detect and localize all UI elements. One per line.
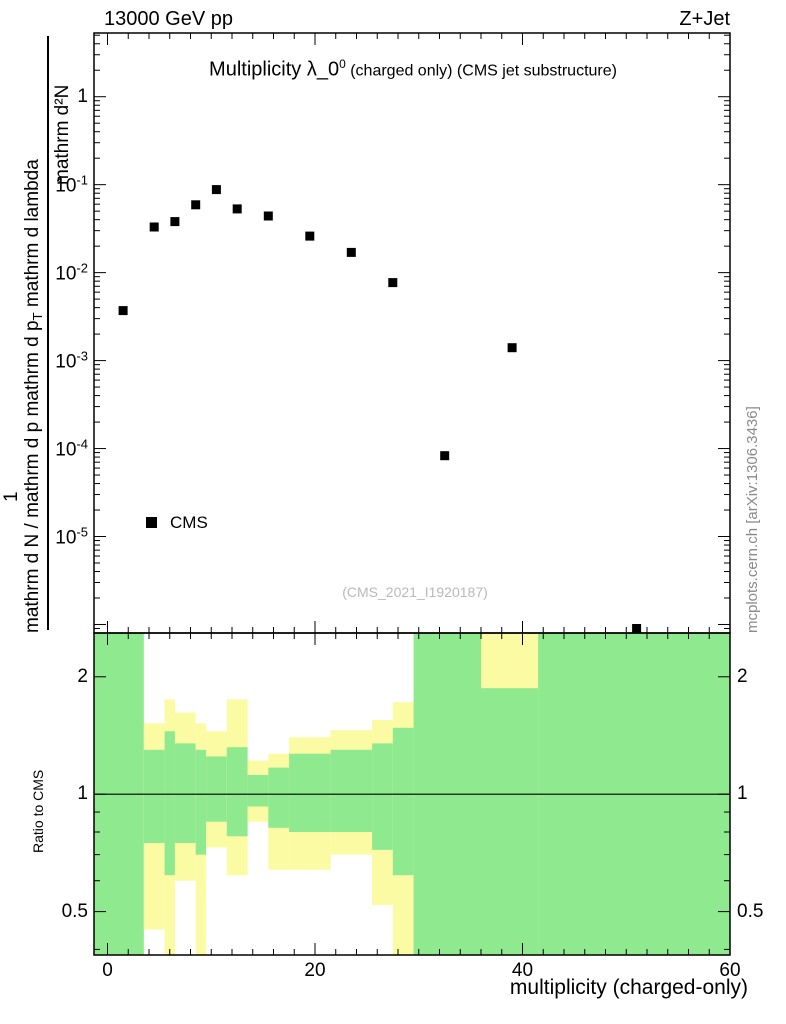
- data-point: [232, 204, 242, 214]
- analysis-id-watermark: (CMS_2021_I1920187): [342, 584, 488, 600]
- ratio-y-tick-label-right: 2: [737, 665, 748, 687]
- ratio-y-tick-label-left: 0.5: [61, 900, 88, 922]
- plot-title-superscript: 0: [339, 57, 346, 71]
- ratio-band-green: [174, 743, 196, 843]
- mcplots-attribution: mcplots.cern.ch [arXiv:1306.3436]: [744, 406, 761, 633]
- ratio-band-green: [164, 731, 175, 876]
- plot-title-main: Multiplicity λ_0: [209, 58, 340, 81]
- data-point: [170, 217, 180, 227]
- ratio-band-green: [372, 743, 393, 850]
- ratio-y-tick-label-right: 1: [737, 783, 748, 805]
- process-label: Z+Jet: [679, 8, 730, 30]
- main-y-axis-label-one: 1: [1, 491, 22, 502]
- x-tick-label: 40: [511, 960, 534, 981]
- ratio-band-green: [247, 775, 269, 807]
- data-point: [440, 451, 450, 461]
- ratio-band-green: [289, 753, 331, 832]
- data-point: [632, 624, 642, 633]
- ratio-band-green: [143, 749, 165, 843]
- main-y-tick-label: 10-3: [55, 347, 88, 373]
- main-panel-frame: [93, 32, 731, 634]
- plot-title-suffix: (charged only) (CMS jet substructure): [345, 62, 617, 80]
- ratio-band-green: [268, 767, 290, 828]
- ylabel-denominator-pre: mathrm d N / mathrm d p mathrm d p: [22, 320, 43, 633]
- main-y-tick-label: 10-5: [55, 523, 88, 549]
- plot-title: Multiplicity λ_00 (charged only) (CMS je…: [209, 57, 617, 82]
- data-point: [263, 211, 273, 221]
- data-point: [149, 222, 159, 232]
- ylabel-denominator-sub: T: [29, 312, 45, 321]
- ratio-y-tick-label-left: 1: [77, 783, 88, 805]
- main-y-tick-label: 10-1: [55, 171, 88, 197]
- y-axis-fraction-bar: [47, 36, 49, 630]
- ratio-y-tick-label-right: 0.5: [737, 900, 764, 922]
- main-y-tick-label: 10-4: [55, 435, 88, 461]
- ratio-y-axis-label: Ratio to CMS: [30, 769, 46, 853]
- data-point: [211, 185, 221, 195]
- main-y-tick-label: 1: [77, 85, 88, 107]
- main-y-tick-label: 10-2: [55, 259, 88, 285]
- data-point: [388, 278, 398, 288]
- ratio-band-green: [330, 749, 373, 832]
- x-tick-label: 0: [102, 960, 113, 981]
- ratio-band-green: [226, 747, 248, 837]
- data-point: [507, 343, 517, 353]
- beam-energy-label: 13000 GeV pp: [104, 8, 233, 30]
- ratio-band-green: [195, 749, 207, 855]
- ratio-band-green: [206, 756, 227, 822]
- data-point: [118, 306, 128, 316]
- ratio-band-green: [392, 727, 414, 876]
- ylabel-denominator-post: mathrm d lambda: [22, 159, 43, 313]
- legend-marker-square: [146, 517, 157, 528]
- ylabel-numerator-text: mathrm d²N: [52, 84, 73, 185]
- data-point: [305, 231, 315, 241]
- data-point: [191, 200, 201, 210]
- x-tick-label: 60: [719, 960, 741, 981]
- ratio-y-tick-label-left: 2: [77, 665, 88, 687]
- x-axis-title: multiplicity (charged-only): [509, 976, 748, 999]
- x-tick-label: 20: [304, 960, 326, 981]
- data-point: [346, 247, 356, 257]
- ratio-band-green: [481, 688, 539, 955]
- main-y-axis-label-numerator: mathrm d²N: [52, 33, 74, 185]
- main-y-axis-label-denominator: mathrm d N / mathrm d p mathrm d pT math…: [22, 135, 45, 633]
- legend-label: CMS: [170, 513, 208, 532]
